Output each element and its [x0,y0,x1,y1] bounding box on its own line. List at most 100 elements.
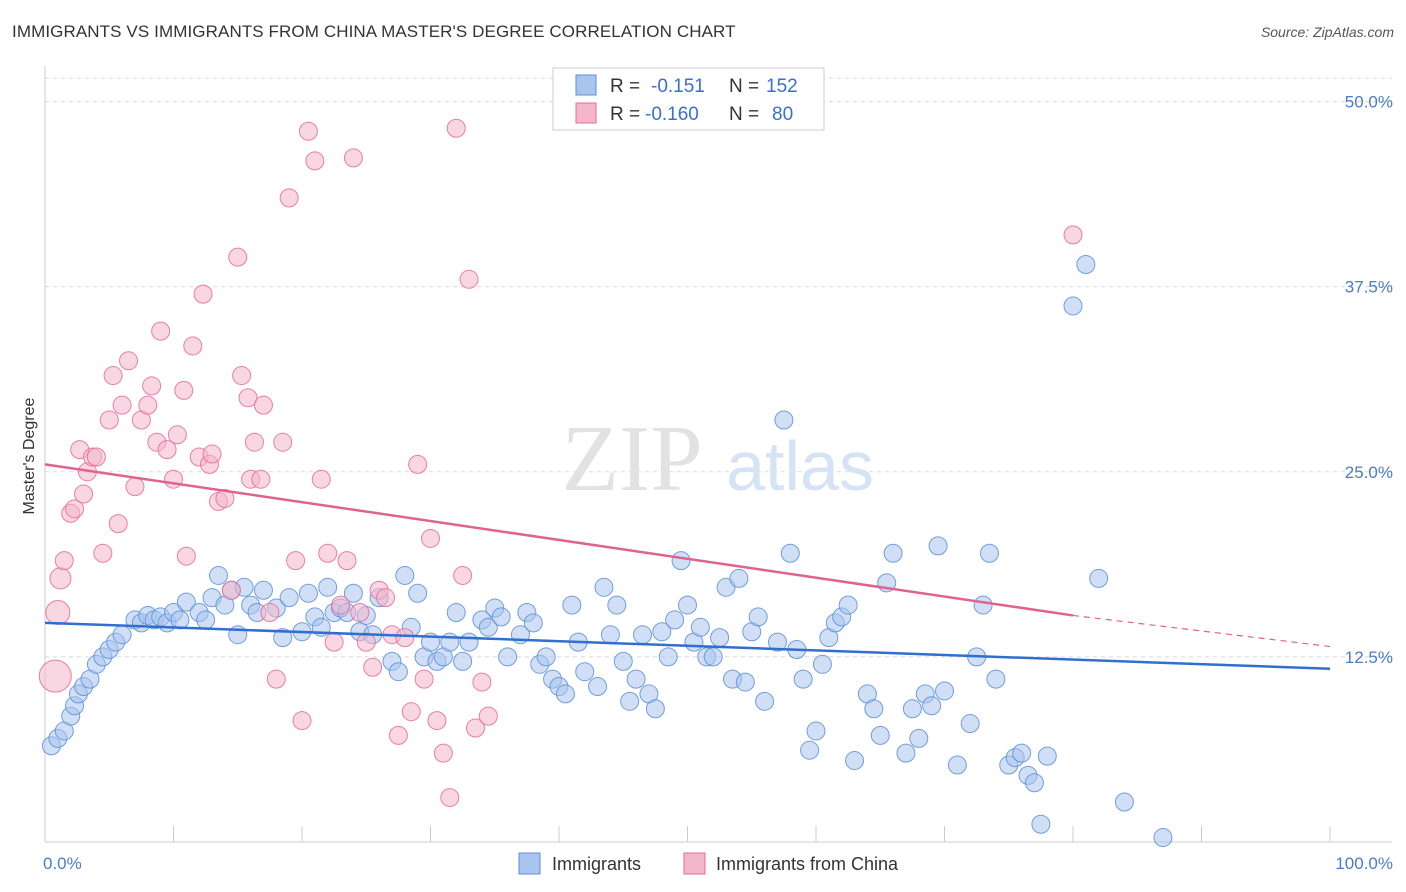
point-immigrants-from-china [176,546,196,566]
point-immigrants [928,536,948,556]
point-immigrants [562,595,582,615]
y-tick-label: 12.5% [1345,648,1393,667]
point-immigrants-from-china [228,247,248,267]
point-immigrants-from-china [273,432,293,452]
x-tick-label-max: 100.0% [1335,854,1393,873]
point-immigrants [671,551,691,571]
legend-label-immigrants: Immigrants [552,854,641,874]
point-immigrants [935,681,954,701]
point-immigrants [1114,792,1134,812]
point-immigrants-from-china [93,543,113,563]
point-immigrants [408,583,428,603]
point-immigrants [536,647,556,667]
point-immigrants-from-china [433,743,453,763]
point-immigrants-from-china [305,151,325,171]
stats-r-value-2: -0.160 [645,104,699,125]
axes [44,66,1392,843]
point-immigrants-from-china [202,444,222,464]
point-immigrants [343,583,363,603]
stats-r-value-1: -0.151 [651,76,705,97]
point-immigrants [253,580,273,600]
point-immigrants [594,577,614,597]
point-immigrants [1089,568,1109,588]
stats-n-value-2: 80 [772,104,793,125]
point-immigrants [645,699,665,719]
point-immigrants [555,684,575,704]
point-immigrants-from-china [395,628,415,648]
legend-swatch-immigrants [518,852,541,875]
point-immigrants-from-china [157,440,177,460]
point-immigrants-from-china [174,380,194,400]
point-immigrants-from-china [324,632,344,652]
point-immigrants [1153,828,1173,848]
trend-line-immigrants [44,621,1331,670]
point-immigrants-from-china [318,543,338,563]
point-immigrants-from-china [119,351,139,371]
point-immigrants [902,699,922,719]
point-immigrants-from-china [427,711,447,731]
point-immigrants [652,622,672,642]
point-immigrants [896,743,916,763]
point-immigrants-from-china [478,706,498,726]
point-immigrants [633,625,653,645]
tick-labels: 12.5% 25.0% 37.5% 50.0% 0.0% 100.0% [43,93,1393,873]
point-immigrants [273,628,293,648]
point-immigrants-from-china [112,395,132,415]
point-immigrants [588,677,608,697]
point-immigrants [909,728,929,748]
watermark-atlas: atlas [726,427,874,505]
point-immigrants [864,699,884,719]
point-immigrants [729,568,749,588]
point-immigrants [800,740,820,760]
stats-r-label-1: R = [610,76,640,97]
point-immigrants [459,632,479,652]
point-immigrants-from-china [244,432,264,452]
point-immigrants-from-china [408,454,428,474]
point-immigrants-from-china [414,669,434,689]
point-immigrants-from-china [99,410,119,430]
point-immigrants-from-china [103,366,123,386]
point-immigrants [196,610,216,630]
point-immigrants-from-china [193,284,213,304]
watermark: ZIP atlas [562,407,874,511]
point-immigrants [523,613,543,633]
point-immigrants [678,595,697,615]
point-immigrants-from-china [1063,225,1083,245]
point-immigrants-from-china [401,702,421,722]
point-immigrants [112,625,132,645]
point-immigrants-from-china [251,469,271,489]
point-immigrants-from-china [388,725,408,745]
point-immigrants [620,691,640,711]
point-immigrants-from-china [453,565,473,585]
point-immigrants-from-china [279,188,299,208]
point-immigrants-from-china [232,366,252,386]
point-immigrants [575,662,595,682]
y-axis-label: Master's Degree [21,397,38,514]
point-immigrants-from-china [343,148,363,168]
point-immigrants-from-china [164,469,183,489]
point-immigrants [478,617,498,637]
point-immigrants-from-china [86,447,106,467]
point-immigrants [318,577,338,597]
point-immigrants-from-china [74,484,94,504]
x-tick-label-min: 0.0% [43,854,82,873]
point-immigrants [922,696,942,716]
point-immigrants [498,647,518,667]
stats-n-label-2: N = [729,104,759,125]
point-immigrants-from-china [311,469,331,489]
point-immigrants-from-china [151,321,171,341]
point-immigrants-from-china [286,551,306,571]
point-immigrants [613,651,633,671]
point-immigrants [1024,773,1044,793]
point-immigrants [767,632,787,652]
point-immigrants-from-china [337,551,357,571]
legend-label-immigrants-from-china: Immigrants from China [716,854,899,874]
point-immigrants [748,607,768,627]
point-immigrants-from-china [183,336,203,356]
point-immigrants [176,592,196,612]
point-immigrants-from-china [238,388,258,408]
y-tick-label: 25.0% [1345,463,1393,482]
point-immigrants-from-china [298,121,318,141]
point-immigrants [812,654,832,674]
point-immigrants [735,672,755,692]
